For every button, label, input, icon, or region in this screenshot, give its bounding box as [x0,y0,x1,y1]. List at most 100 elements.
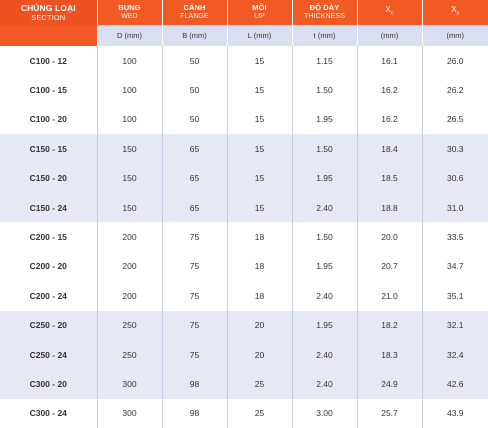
header-row: CHỦNG LOẠI SECTION BỤNG WED CÁNH FLANGE … [0,0,488,25]
header-flange-vi: CÁNH [183,3,206,12]
header-xc: Xc [357,0,423,25]
section-cell: C150 - 20 [0,163,98,193]
section-cell: C250 - 20 [0,310,98,340]
thickness-cell: 1.95 [292,310,358,340]
web-depth-cell: 100 [97,104,163,135]
flange-width-cell: 75 [162,310,228,340]
thickness-cell: 2.40 [292,369,358,399]
xs-cell: 43.9 [422,398,488,428]
section-cell: C200 - 20 [0,251,98,282]
web-depth-cell: 300 [97,398,163,428]
table-row: C250 - 20 250 75 20 1.95 18.2 32.1 [0,310,488,340]
table-row: C100 - 15 100 50 15 1.50 16.2 26.2 [0,75,488,105]
unit-row: D (mm) B (mm) L (mm) t (mm) (mm) (mm) [0,25,488,46]
flange-width-cell: 75 [162,281,228,311]
section-cell: C250 - 24 [0,339,98,370]
unit-cell-d: D (mm) [97,25,163,46]
xs-cell: 26.5 [422,104,488,135]
xs-cell: 34.7 [422,251,488,282]
xs-cell: 26.0 [422,46,488,76]
web-depth-cell: 150 [97,134,163,164]
flange-width-cell: 75 [162,251,228,282]
xc-cell: 16.1 [357,46,423,76]
header-lip-vi: MÔI [252,3,267,12]
table-row: C150 - 24 150 65 15 2.40 18.8 31.0 [0,192,488,223]
thickness-cell: 3.00 [292,398,358,428]
thickness-cell: 2.40 [292,192,358,223]
lip-length-cell: 25 [227,398,293,428]
flange-width-cell: 98 [162,398,228,428]
table-row: C200 - 20 200 75 18 1.95 20.7 34.7 [0,251,488,282]
xc-cell: 16.2 [357,104,423,135]
web-depth-cell: 200 [97,251,163,282]
unit-cell-l: L (mm) [227,25,293,46]
web-depth-cell: 200 [97,281,163,311]
flange-width-cell: 98 [162,369,228,399]
xc-cell: 20.0 [357,222,423,252]
lip-length-cell: 15 [227,163,293,193]
flange-width-cell: 65 [162,192,228,223]
unit-cell-xs: (mm) [422,25,488,46]
section-cell: C300 - 20 [0,369,98,399]
flange-width-cell: 65 [162,134,228,164]
section-cell: C200 - 15 [0,222,98,252]
table-row: C150 - 20 150 65 15 1.95 18.5 30.6 [0,163,488,193]
web-depth-cell: 250 [97,310,163,340]
table-row: C300 - 24 300 98 25 3.00 25.7 43.9 [0,398,488,428]
table-row: C250 - 24 250 75 20 2.40 18.3 32.4 [0,339,488,370]
xc-cell: 16.2 [357,75,423,105]
web-depth-cell: 100 [97,75,163,105]
header-web-vi: BỤNG [118,3,141,12]
lip-length-cell: 15 [227,192,293,223]
xs-cell: 33.5 [422,222,488,252]
web-depth-cell: 300 [97,369,163,399]
header-xs-sub: s [456,11,460,18]
unit-cell-blank [0,25,98,46]
header-thickness-en: THICKNESS [304,12,345,20]
thickness-cell: 1.95 [292,163,358,193]
web-depth-cell: 100 [97,46,163,76]
table-body: C100 - 12 100 50 15 1.15 16.1 26.0 C100 … [0,46,488,428]
xc-cell: 18.3 [357,339,423,370]
xs-cell: 31.0 [422,192,488,223]
table-row: C100 - 12 100 50 15 1.15 16.1 26.0 [0,46,488,76]
xc-cell: 25.7 [357,398,423,428]
lip-length-cell: 15 [227,104,293,135]
flange-width-cell: 50 [162,75,228,105]
xs-cell: 42.6 [422,369,488,399]
header-section-en: SECTION [31,12,66,22]
lip-length-cell: 15 [227,46,293,76]
section-cell: C300 - 24 [0,398,98,428]
header-web-en: WED [121,12,138,20]
section-cell: C100 - 15 [0,75,98,105]
web-depth-cell: 250 [97,339,163,370]
header-xc-sub: c [390,11,394,18]
lip-length-cell: 18 [227,251,293,282]
lip-length-cell: 15 [227,134,293,164]
unit-cell-b: B (mm) [162,25,228,46]
thickness-cell: 1.50 [292,75,358,105]
xs-cell: 30.6 [422,163,488,193]
header-lip: MÔI LIP [227,0,293,25]
xc-cell: 24.9 [357,369,423,399]
section-cell: C150 - 24 [0,192,98,223]
xs-cell: 26.2 [422,75,488,105]
web-depth-cell: 150 [97,192,163,223]
header-xs: Xs [422,0,488,25]
xs-cell: 30.3 [422,134,488,164]
flange-width-cell: 50 [162,104,228,135]
xs-cell: 32.1 [422,310,488,340]
flange-width-cell: 65 [162,163,228,193]
header-xs-main: X [451,5,457,15]
xc-cell: 18.5 [357,163,423,193]
web-depth-cell: 150 [97,163,163,193]
section-cell: C100 - 20 [0,104,98,135]
header-lip-en: LIP [254,12,265,20]
xc-cell: 20.7 [357,251,423,282]
xc-cell: 18.4 [357,134,423,164]
lip-length-cell: 18 [227,281,293,311]
flange-width-cell: 75 [162,222,228,252]
thickness-cell: 2.40 [292,281,358,311]
lip-length-cell: 25 [227,369,293,399]
